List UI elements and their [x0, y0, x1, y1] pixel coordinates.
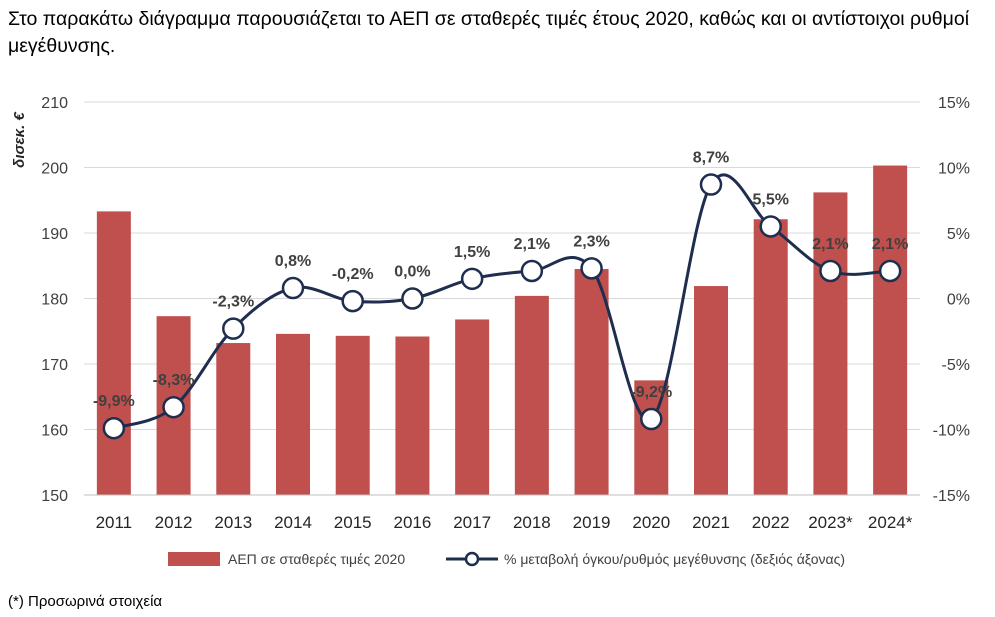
- bar-2014: [276, 333, 310, 495]
- data-label: 0,8%: [275, 253, 311, 270]
- data-label: -8,3%: [153, 372, 195, 389]
- data-label: -9,9%: [93, 393, 135, 410]
- line-marker-2012: [162, 395, 185, 419]
- x-tick-label: 2013: [214, 513, 252, 532]
- data-label: 0,0%: [394, 264, 430, 281]
- line-marker-2019: [580, 257, 603, 280]
- line-marker-2016: [401, 287, 424, 310]
- line-marker-2015: [341, 289, 364, 313]
- bar-2013: [216, 343, 251, 495]
- legend-line-marker: [464, 551, 480, 567]
- line-marker-2021: [699, 173, 723, 196]
- x-tick-label: 2012: [155, 513, 193, 532]
- bar-2024*: [873, 165, 908, 495]
- x-tick-label: 2024*: [868, 513, 913, 532]
- intro-text: Στο παρακάτω διάγραμμα παρουσιάζεται το …: [8, 8, 970, 57]
- y2-tick-label: 0%: [947, 292, 970, 309]
- growth-line: [113, 173, 891, 430]
- x-tick-label: 2020: [632, 513, 670, 532]
- x-tick-label: 2018: [513, 513, 551, 532]
- gridlines: [84, 101, 920, 496]
- bar-2021: [694, 286, 728, 495]
- x-tick-label: 2011: [96, 513, 133, 532]
- x-tick-label: 2014: [274, 513, 312, 532]
- axes: 150 160 170 180 190 200 210 -15% -10% -5% 0% 5% 10% 1…: [11, 95, 970, 532]
- data-label: 8,7%: [693, 150, 729, 167]
- line-marker-2024*: [878, 259, 902, 283]
- bar-2011: [96, 211, 131, 495]
- y2-tick-label: 10%: [938, 161, 970, 178]
- line-marker-2018: [520, 259, 544, 283]
- bar-2022: [753, 219, 788, 495]
- line-marker-2023*: [819, 259, 842, 283]
- data-label: -9,2%: [630, 384, 672, 401]
- y-tick-label: 190: [41, 226, 68, 243]
- legend-bar-label: ΑΕΠ σε σταθερές τιμές 2020: [228, 551, 405, 567]
- y-tick-label: 160: [41, 423, 68, 440]
- data-label: 2,1%: [812, 236, 848, 253]
- data-label: 2,3%: [573, 233, 609, 250]
- data-label: -2,3%: [212, 294, 254, 311]
- y2-tick-label: -10%: [933, 423, 970, 440]
- data-label: 1,5%: [454, 244, 490, 261]
- line-series: -9,9% -8,3% -2,3% 0,8% -0,2% 0,0% 1,5% 2,1% 2,3%…: [93, 150, 908, 440]
- x-tick-label: 2016: [394, 513, 432, 532]
- y-tick-label: 180: [41, 292, 68, 309]
- x-tick-label: 2022: [752, 513, 790, 532]
- y-tick-label: 150: [41, 488, 68, 505]
- data-label: 2,1%: [872, 236, 908, 253]
- x-tick-label: 2023*: [808, 513, 853, 532]
- y-tick-label: 200: [41, 161, 68, 178]
- x-tick-label: 2017: [453, 513, 491, 532]
- legend: ΑΕΠ σε σταθερές τιμές 2020 % μεταβολή όγκ…: [168, 551, 845, 567]
- bar-2015: [335, 335, 370, 495]
- bar-series: [96, 165, 908, 495]
- bar-2023*: [813, 192, 848, 495]
- y-axis-label: δισεκ. €: [11, 112, 28, 168]
- line-marker-2020: [640, 407, 663, 431]
- line-marker-2014: [281, 276, 305, 300]
- data-label: -0,2%: [332, 266, 374, 283]
- legend-bar-swatch: [168, 552, 220, 566]
- line-marker-2013: [222, 317, 245, 340]
- y2-tick-label: 15%: [938, 95, 970, 112]
- y2-tick-label: 5%: [947, 226, 970, 243]
- footnote: (*) Προσωρινά στοιχεία: [8, 593, 163, 610]
- bar-2017: [455, 319, 490, 495]
- bar-2019: [574, 269, 609, 495]
- bar-2018: [514, 295, 549, 495]
- line-marker-2011: [102, 416, 126, 440]
- x-tick-label: 2021: [692, 513, 730, 532]
- legend-line-label: % μεταβολή όγκου/ρυθμός μεγέθυνσης (δεξι…: [504, 551, 845, 567]
- bar-2016: [395, 336, 430, 495]
- line-marker-2017: [460, 267, 484, 291]
- x-tick-label: 2015: [334, 513, 372, 532]
- data-label: 2,1%: [514, 236, 550, 253]
- y2-tick-label: -5%: [942, 357, 970, 374]
- y-tick-label: 170: [41, 357, 68, 374]
- data-label: 5,5%: [752, 191, 788, 208]
- line-marker-2022: [759, 215, 782, 238]
- y2-tick-label: -15%: [933, 488, 970, 505]
- x-tick-label: 2019: [573, 513, 611, 532]
- y-tick-label: 210: [41, 95, 68, 112]
